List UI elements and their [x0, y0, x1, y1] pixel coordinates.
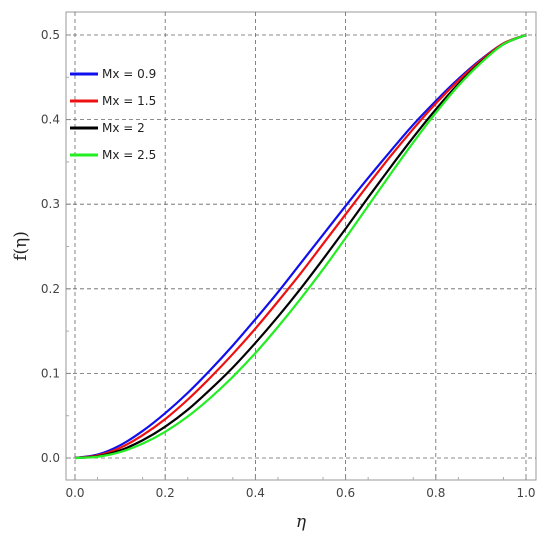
y-tick-label: 0.1 [41, 366, 60, 380]
y-axis-label: f(η) [11, 231, 31, 261]
y-tick-label: 0.2 [41, 282, 60, 296]
series-line-2 [74, 33, 527, 460]
x-tick-label: 0.0 [65, 486, 84, 500]
y-tick-label: 0.4 [41, 113, 60, 127]
grid [66, 12, 536, 480]
legend-label: Mx = 0.9 [102, 67, 156, 81]
legend: Mx = 0.9 Mx = 1.5 Mx = 2 Mx = 2.5 [70, 67, 156, 162]
y-tick-label: 0.3 [41, 197, 60, 211]
legend-label: Mx = 1.5 [102, 94, 156, 108]
series-line-3 [74, 33, 527, 460]
series-line-1 [74, 33, 527, 460]
x-axis-label: η [296, 512, 307, 532]
x-tick-label: 0.6 [336, 486, 355, 500]
x-tick-label: 1.0 [516, 486, 535, 500]
y-tick-label: 0.5 [41, 28, 60, 42]
x-tick-label: 0.4 [246, 486, 265, 500]
plot-frame [65, 11, 537, 481]
y-tick-label: 0.0 [41, 451, 60, 465]
x-tick-label: 0.8 [426, 486, 445, 500]
legend-label: Mx = 2 [102, 121, 145, 135]
series-lines [74, 33, 527, 460]
ticks: 0.0 0.2 0.4 0.6 0.8 1.0 0.0 0.1 0.2 0.3 0.4 0.5 [41, 28, 536, 500]
series-line-4 [74, 33, 527, 460]
legend-label: Mx = 2.5 [102, 148, 156, 162]
x-tick-label: 0.2 [156, 486, 175, 500]
